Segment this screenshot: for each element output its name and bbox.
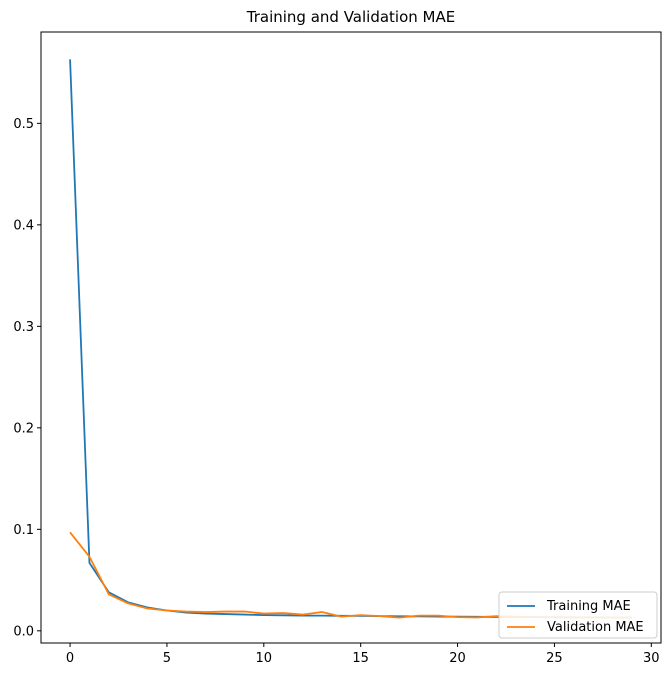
- legend-label-training: Training MAE: [546, 599, 631, 614]
- y-tick-label: 0.5: [13, 117, 34, 132]
- x-tick-label: 20: [449, 651, 466, 666]
- legend-label-validation: Validation MAE: [547, 620, 644, 635]
- plot-lines: [69, 59, 632, 619]
- y-tick-label: 0.1: [13, 523, 34, 538]
- y-tick-label: 0.2: [13, 421, 34, 436]
- x-tick-label: 5: [163, 651, 171, 666]
- y-tick-label: 0.0: [13, 624, 34, 639]
- legend: Training MAE Validation MAE: [498, 591, 658, 639]
- x-tick-label: 10: [256, 651, 273, 666]
- x-tick-label: 25: [546, 651, 563, 666]
- y-tick-label: 0.4: [13, 218, 34, 233]
- plot-frame: [40, 31, 662, 644]
- x-tick-label: 30: [643, 651, 660, 666]
- x-tick-label: 15: [352, 651, 369, 666]
- chart-title: Training and Validation MAE: [246, 8, 455, 26]
- legend-box: [498, 591, 658, 639]
- y-axis: 0.0 0.1 0.2 0.3 0.4 0.5: [13, 117, 41, 639]
- x-axis: 0 5 10 15 20 25 30: [66, 643, 660, 666]
- y-tick-label: 0.3: [13, 320, 34, 335]
- series-line-training: [69, 59, 632, 619]
- x-tick-label: 0: [66, 651, 74, 666]
